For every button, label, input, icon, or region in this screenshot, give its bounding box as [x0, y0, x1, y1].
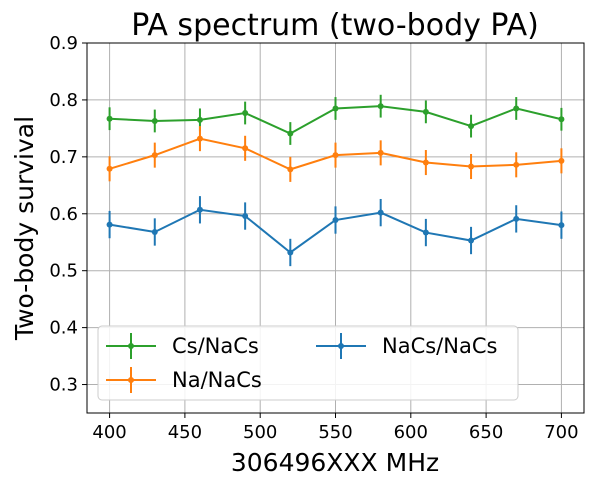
point-na-nacs-550	[332, 152, 339, 159]
x-tick-label-700: 700	[544, 422, 578, 443]
series-cs-nacs	[106, 94, 565, 145]
point-na-nacs-610	[422, 159, 429, 166]
y-axis-title: Two-body survival	[10, 116, 39, 341]
legend-marker-na-nacs	[128, 377, 134, 383]
legend-label-cs-nacs: Cs/NaCs	[172, 334, 259, 358]
chart-title: PA spectrum (two-body PA)	[131, 8, 539, 43]
y-tick-label-0-9: 0.9	[49, 33, 78, 54]
point-na-nacs-430	[151, 152, 158, 159]
point-na-nacs-400	[106, 165, 113, 172]
point-nacs-nacs-460	[196, 206, 203, 213]
point-na-nacs-670	[513, 161, 520, 168]
x-tick-label-650: 650	[469, 422, 503, 443]
y-tick-label-0-8: 0.8	[49, 90, 78, 111]
x-tick-label-550: 550	[318, 422, 352, 443]
point-nacs-nacs-580	[377, 209, 384, 216]
point-na-nacs-640	[468, 163, 475, 170]
legend-item-na-nacs: Na/NaCs	[106, 367, 262, 393]
point-cs-nacs-520	[287, 130, 294, 137]
legend-marker-nacs-nacs	[338, 343, 344, 349]
point-cs-nacs-580	[377, 103, 384, 110]
point-na-nacs-460	[196, 135, 203, 142]
y-tick-label-0-7: 0.7	[49, 147, 78, 168]
legend-label-na-nacs: Na/NaCs	[172, 368, 262, 392]
point-na-nacs-520	[287, 166, 294, 173]
point-na-nacs-700	[558, 157, 565, 164]
x-tick-label-600: 600	[394, 422, 428, 443]
point-cs-nacs-490	[242, 110, 249, 117]
x-tick-label-500: 500	[243, 422, 277, 443]
point-nacs-nacs-490	[242, 213, 249, 220]
point-nacs-nacs-520	[287, 249, 294, 256]
legend-label-nacs-nacs: NaCs/NaCs	[382, 334, 497, 358]
legend-marker-cs-nacs	[128, 343, 134, 349]
x-tick-label-400: 400	[92, 422, 126, 443]
point-cs-nacs-400	[106, 115, 113, 122]
point-cs-nacs-550	[332, 105, 339, 112]
point-cs-nacs-460	[196, 116, 203, 123]
point-nacs-nacs-550	[332, 217, 339, 224]
point-nacs-nacs-640	[468, 237, 475, 244]
point-nacs-nacs-610	[422, 229, 429, 236]
y-tick-label-0-6: 0.6	[49, 204, 78, 225]
point-cs-nacs-430	[151, 117, 158, 124]
point-na-nacs-580	[377, 149, 384, 156]
tick-layer: 400 450 500 550 600 650 700 0.3 0.4 0.5 0.6 0.7 0.8 0…	[49, 33, 578, 443]
y-tick-label-0-3: 0.3	[49, 375, 78, 396]
legend-item-nacs-nacs: NaCs/NaCs	[316, 333, 497, 359]
point-cs-nacs-700	[558, 116, 565, 123]
series-nacs-nacs	[106, 196, 565, 267]
point-nacs-nacs-700	[558, 222, 565, 229]
point-nacs-nacs-430	[151, 228, 158, 235]
legend: Cs/NaCs Na/NaCs NaCs/NaCs	[97, 325, 519, 401]
legend-box	[97, 325, 519, 401]
series-layer	[106, 94, 565, 267]
x-axis-title: 306496XXX MHz	[231, 448, 439, 477]
series-na-nacs	[106, 126, 565, 182]
point-cs-nacs-670	[513, 105, 520, 112]
point-nacs-nacs-670	[513, 215, 520, 222]
point-cs-nacs-640	[468, 123, 475, 130]
point-cs-nacs-610	[422, 108, 429, 115]
y-tick-label-0-4: 0.4	[49, 318, 78, 339]
y-tick-label-0-5: 0.5	[49, 261, 78, 282]
x-tick-label-450: 450	[168, 422, 202, 443]
point-nacs-nacs-400	[106, 221, 113, 228]
point-na-nacs-490	[242, 145, 249, 152]
legend-item-cs-nacs: Cs/NaCs	[106, 333, 259, 359]
